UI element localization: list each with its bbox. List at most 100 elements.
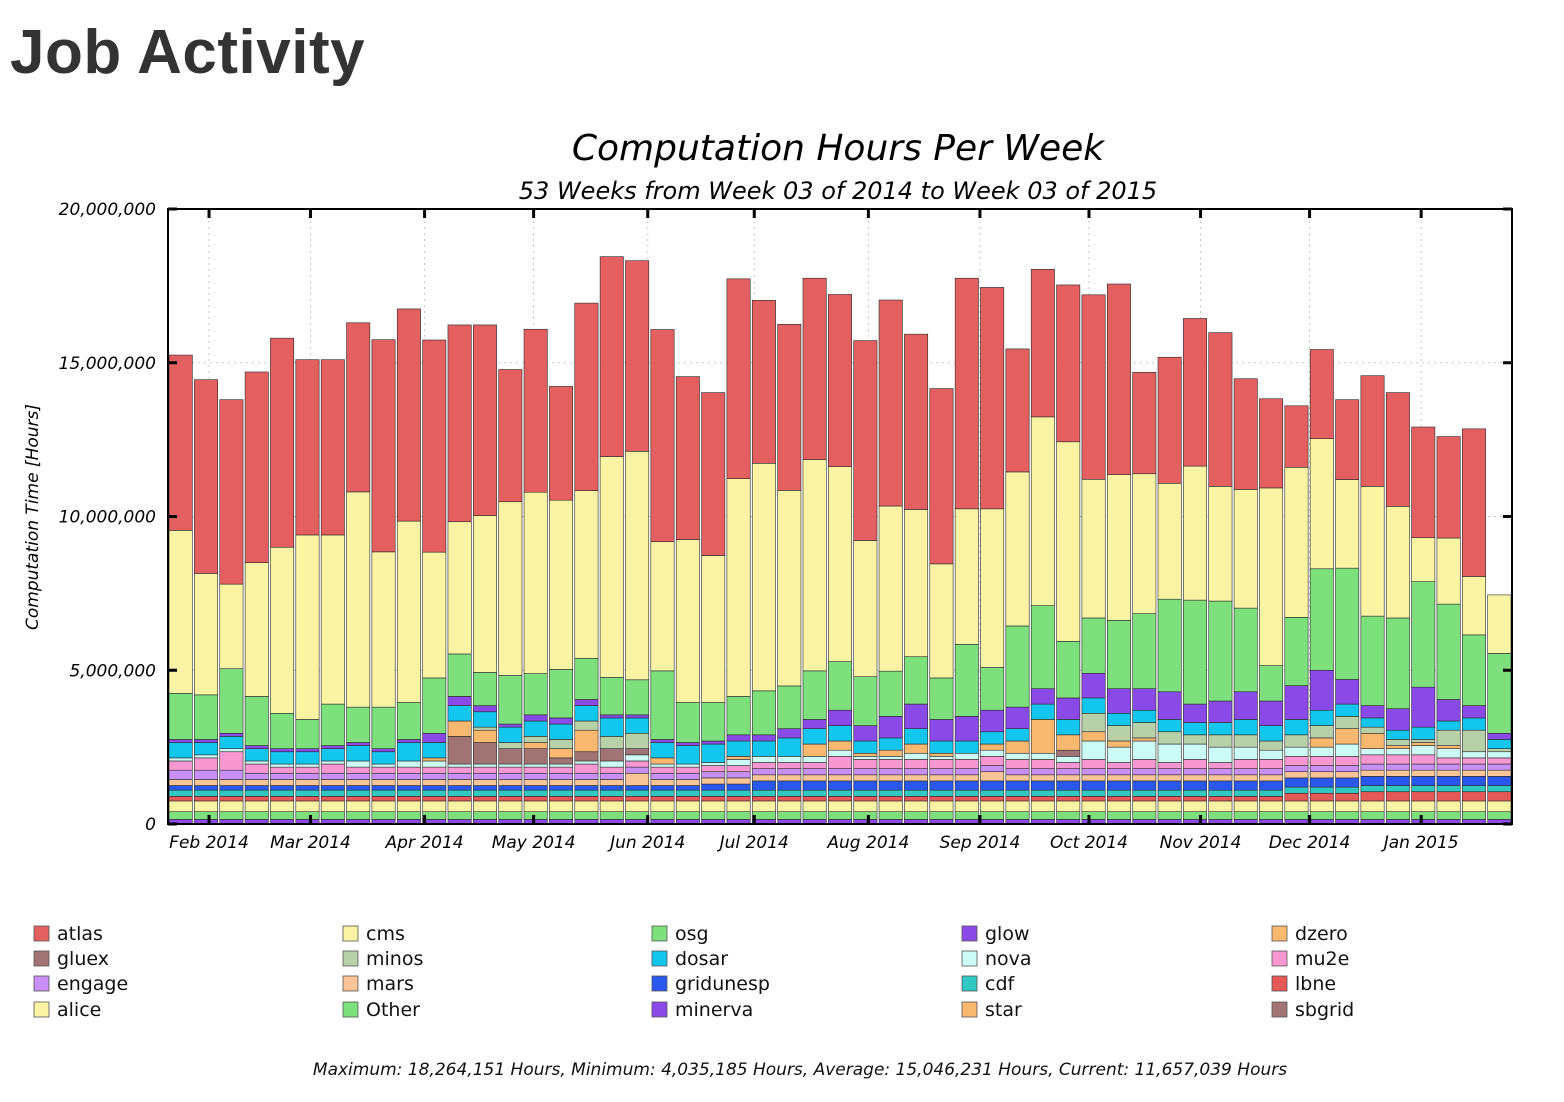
bar-segment-other bbox=[904, 811, 929, 820]
legend-label: engage bbox=[57, 973, 128, 995]
bar-segment-other bbox=[1335, 811, 1360, 820]
bar-segment-osg bbox=[447, 653, 472, 697]
bar-segment-mu2e bbox=[701, 765, 726, 773]
bar-segment-cms bbox=[422, 551, 447, 679]
bar-segment-osg bbox=[878, 670, 903, 717]
bar-segment-mu2e bbox=[1411, 754, 1436, 765]
bar-segment-engage bbox=[1132, 768, 1157, 776]
bar-segment-cdf bbox=[980, 789, 1005, 797]
bar-segment-gridunesp bbox=[701, 783, 726, 791]
bar-segment-cms bbox=[625, 451, 650, 681]
bar-segment-dosar bbox=[549, 723, 574, 740]
bar-segment-cms bbox=[447, 521, 472, 655]
bar-segment-glow bbox=[168, 739, 193, 743]
bar-segment-glow bbox=[751, 734, 776, 742]
legend-label: gluex bbox=[57, 948, 109, 970]
bar-segment-engage bbox=[726, 771, 751, 779]
bar-segment-cdf bbox=[1461, 785, 1486, 793]
bar-segment-gridunesp bbox=[498, 785, 523, 791]
bar-segment-alice bbox=[447, 800, 472, 812]
bar-segment-lbne bbox=[219, 796, 244, 802]
week-bar bbox=[168, 354, 193, 825]
bar-segment-nova bbox=[929, 756, 954, 760]
bar-segment-engage bbox=[1030, 768, 1055, 776]
bar-segment-mu2e bbox=[751, 762, 776, 769]
bar-segment-osg bbox=[194, 694, 219, 740]
bar-segment-mu2e bbox=[1208, 762, 1233, 769]
bar-segment-glow bbox=[1233, 691, 1258, 720]
bar-segment-cdf bbox=[1360, 785, 1385, 793]
bar-segment-nova bbox=[1411, 745, 1436, 756]
y-tick-label: 20,000,000 bbox=[59, 200, 156, 220]
y-axis-tick-labels: 0 5,000,000 10,000,000 15,000,000 20,000,000 bbox=[59, 200, 156, 835]
bar-segment-mu2e bbox=[802, 762, 827, 769]
bar-segment-gridunesp bbox=[954, 780, 979, 791]
bar-segment-minos bbox=[1081, 712, 1106, 733]
bar-segment-other bbox=[1360, 811, 1385, 820]
bar-segment-other bbox=[1309, 811, 1334, 820]
bar-segment-cdf bbox=[194, 789, 219, 797]
bar-segment-nova bbox=[1132, 740, 1157, 760]
bar-segment-lbne bbox=[904, 796, 929, 802]
bar-segment-other bbox=[1233, 811, 1258, 820]
bar-segment-dosar bbox=[625, 717, 650, 734]
bar-segment-minos bbox=[1411, 739, 1436, 743]
bar-segment-gridunesp bbox=[295, 785, 320, 791]
bar-segment-cms bbox=[1461, 576, 1486, 636]
bar-segment-atlas bbox=[371, 339, 396, 553]
bar-segment-alice bbox=[929, 800, 954, 812]
bar-segment-lbne bbox=[1360, 791, 1385, 802]
bar-segment-dosar bbox=[1183, 722, 1207, 736]
x-tick-label: Aug 2014 bbox=[826, 833, 909, 853]
bar-segment-other bbox=[1208, 811, 1233, 820]
chart-title: Computation Hours Per Week bbox=[572, 128, 1106, 169]
bar-segment-glow bbox=[777, 728, 802, 739]
bar-segment-cdf bbox=[701, 789, 726, 797]
bar-segment-mars bbox=[726, 777, 751, 785]
bar-segment-nova bbox=[701, 762, 726, 766]
bar-segment-alice bbox=[980, 800, 1005, 812]
bar-segment-engage bbox=[853, 768, 878, 776]
bar-segment-other bbox=[1106, 811, 1131, 820]
bar-segment-atlas bbox=[219, 399, 244, 585]
bar-segment-osg bbox=[980, 667, 1005, 711]
x-tick-label: Oct 2014 bbox=[1050, 833, 1128, 853]
bar-segment-cms bbox=[726, 478, 751, 697]
bar-segment-mu2e bbox=[346, 766, 371, 774]
bar-segment-nova bbox=[498, 763, 523, 768]
bar-segment-dosar bbox=[498, 726, 523, 743]
bar-segment-minos bbox=[1309, 725, 1334, 739]
bar-segment-engage bbox=[1233, 768, 1258, 776]
bar-segment-engage bbox=[371, 772, 396, 780]
bar-segment-gridunesp bbox=[194, 785, 219, 791]
bar-segment-cdf bbox=[1005, 789, 1030, 797]
page-heading: Job Activity bbox=[10, 18, 366, 87]
bar-segment-atlas bbox=[295, 359, 320, 536]
bar-segment-dzero bbox=[650, 757, 675, 765]
bar-segment-mu2e bbox=[244, 763, 269, 774]
bar-segment-mars bbox=[1360, 769, 1385, 777]
legend-label: cdf bbox=[985, 973, 1016, 995]
x-tick-label: Jan 2015 bbox=[1381, 833, 1459, 853]
bar-segment-atlas bbox=[777, 324, 802, 491]
legend-swatch bbox=[342, 1001, 359, 1018]
bar-segment-lbne bbox=[422, 796, 447, 802]
bar-segment-dosar bbox=[1335, 703, 1360, 717]
bar-segment-osg bbox=[346, 706, 371, 743]
bar-segment-dosar bbox=[701, 743, 726, 763]
bar-segment-other bbox=[1132, 811, 1157, 820]
x-tick-label: Jun 2014 bbox=[607, 833, 685, 853]
bar-segment-engage bbox=[751, 768, 776, 776]
bar-segment-nova bbox=[473, 763, 497, 768]
week-bar bbox=[980, 287, 1005, 825]
bar-segment-alice bbox=[1106, 800, 1131, 812]
bar-segment-gridunesp bbox=[422, 785, 447, 791]
legend-item-mars: mars bbox=[342, 973, 414, 995]
bar-segment-nova bbox=[980, 749, 1005, 757]
bar-segment-gridunesp bbox=[675, 785, 700, 791]
bar-segment-alice bbox=[599, 800, 624, 812]
bar-segment-glow bbox=[904, 703, 929, 729]
bar-segment-glow bbox=[523, 714, 548, 722]
bar-segment-glow bbox=[954, 716, 979, 742]
bar-segment-cms bbox=[1436, 537, 1461, 605]
